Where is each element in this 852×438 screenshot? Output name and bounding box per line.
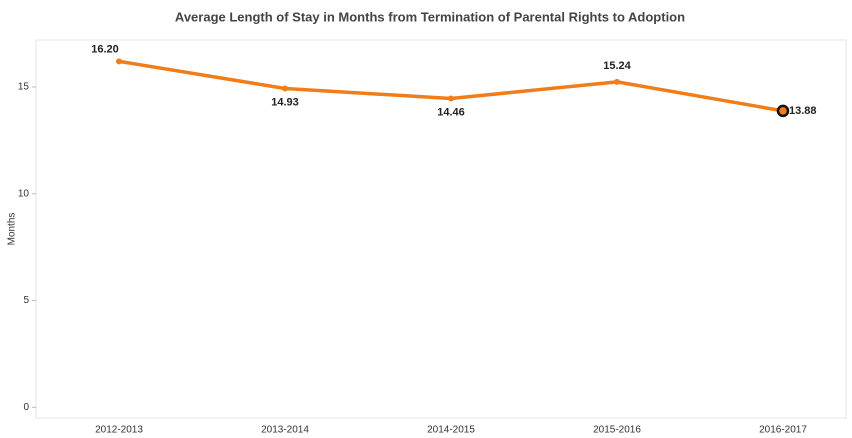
data-point [776,104,790,118]
data-label: 13.88 [789,105,817,117]
y-tick-label: 5 [23,295,29,306]
data-label: 14.93 [271,96,299,108]
x-tick-label: 2014-2015 [427,425,475,436]
y-axis-label: Months [7,213,18,246]
x-tick-label: 2013-2014 [261,425,309,436]
data-point [614,78,620,85]
y-tick-label: 10 [18,188,30,199]
y-tick-label: 0 [23,402,29,413]
data-line [118,59,784,113]
data-label: 14.46 [437,106,465,118]
data-label: 15.24 [603,60,631,72]
plot-frame [35,39,847,419]
x-tick-label: 2015-2016 [593,425,641,436]
data-point [116,58,122,65]
chart-title: Average Length of Stay in Months from Te… [175,9,685,24]
data-point [282,85,288,92]
x-tick-label: 2012-2013 [95,425,143,436]
x-tick-label: 2016-2017 [759,425,807,436]
data-label: 16.20 [91,43,119,55]
data-point [448,95,454,102]
y-tick-label: 15 [18,82,30,93]
